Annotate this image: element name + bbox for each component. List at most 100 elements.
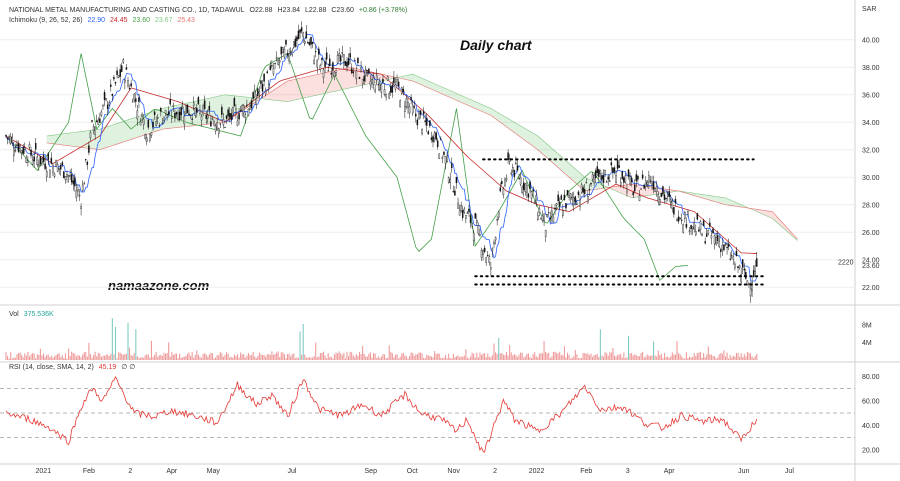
volume-bar [707,346,709,360]
candle-body [618,165,620,168]
volume-bar [374,353,376,360]
candle-body [228,113,231,118]
candle-body [153,111,156,115]
rsi-legend[interactable]: RSI (14, close, SMA, 14, 2) 45.19 ∅ ∅ [9,363,138,371]
candle-body [426,118,428,126]
volume-bar [100,356,102,360]
candle-body [316,59,319,68]
candle-body [225,115,228,119]
volume-bar [91,357,93,360]
volume-bar [526,353,528,360]
candle-body [122,59,125,63]
candle-body [280,46,283,55]
volume-bar [285,358,287,360]
candle-body [377,84,380,86]
volume-bar [535,356,537,360]
volume-bar [36,354,38,360]
watermark-text: namaazone.com [108,278,210,293]
candle-body [341,52,344,54]
volume-bar [754,355,756,360]
cloud-segment [656,187,660,195]
indicator-lines [5,33,758,282]
candle-body [133,93,136,101]
candle-body [396,79,398,83]
candle-body [419,110,422,115]
candle-body [579,199,581,207]
volume-bar [473,353,475,360]
cloud-segment [303,76,307,99]
volume-legend[interactable]: Vol 375.536K [9,311,57,318]
candle-body [217,128,220,135]
volume-bar [393,357,395,360]
candle-body [172,104,175,107]
volume-tick-label: 8M [862,322,872,329]
volume-bar [80,357,82,360]
cloud-segment [503,115,507,127]
candle-body [458,210,461,216]
volume-bar [277,351,279,360]
volume-bar [714,356,716,360]
ichimoku-legend[interactable]: Ichimoku (9, 26, 52, 26) 22.90 24.45 23.… [9,17,198,24]
candle-body [167,111,170,116]
ohlc-open: O22.88 [249,7,273,14]
volume-bar [50,355,52,360]
candle-body [266,71,268,74]
volume-bar [215,357,217,360]
volume-label: Vol [9,311,19,318]
volume-bar [380,356,382,360]
candle-body [660,192,663,197]
candle-body [746,280,749,286]
candle-body [203,100,206,109]
volume-bar [699,351,702,360]
candle-body [239,110,242,112]
cloud-segment [84,130,88,149]
volume-bar [175,353,178,360]
volume-bar [211,353,214,360]
candle-body [327,70,329,72]
volume-bar [229,357,231,360]
volume-bar [399,356,401,360]
cloud-segment [628,184,632,198]
candle-body [483,247,486,252]
candle-body [418,113,420,120]
volume-bar [377,356,379,360]
cloud-segment [616,185,620,193]
cloud-segment [346,67,351,89]
volume-bar [563,346,565,360]
candle-body [293,41,295,48]
cloud-segment [90,129,94,149]
candle-body [379,83,381,90]
volume-bar [366,356,368,360]
volume-bar [307,357,309,360]
candle-body [540,218,542,220]
candle-body [701,233,703,237]
candle-body [88,145,90,153]
volume-bar [373,353,375,360]
candle-body [443,151,445,155]
cloud-segment [115,122,119,145]
cloud-segment [584,177,588,191]
tenkan-line [5,33,758,282]
candle-body [726,246,728,249]
price-tick-label: 32.00 [862,147,880,154]
candle-body [554,207,556,210]
volume-bar [111,318,113,360]
volume-bar [538,353,540,360]
volume-bar [577,358,580,360]
candle-body [305,31,308,39]
ohlc-change: +0.86 (+3.78%) [358,7,408,14]
time-tick-label: Jun [738,468,749,475]
candle-body [343,54,345,63]
candle-body [715,237,717,245]
candle-body [55,160,57,167]
price-tick-label: 24.00 [862,257,880,264]
candle-body [125,67,128,70]
candle-body [619,181,622,186]
volume-bar [105,354,107,360]
candle-body [47,153,49,160]
cloud-segment [403,75,407,80]
candle-body [97,119,100,125]
time-tick-label: Nov [447,468,460,475]
volume-bar [258,352,260,360]
